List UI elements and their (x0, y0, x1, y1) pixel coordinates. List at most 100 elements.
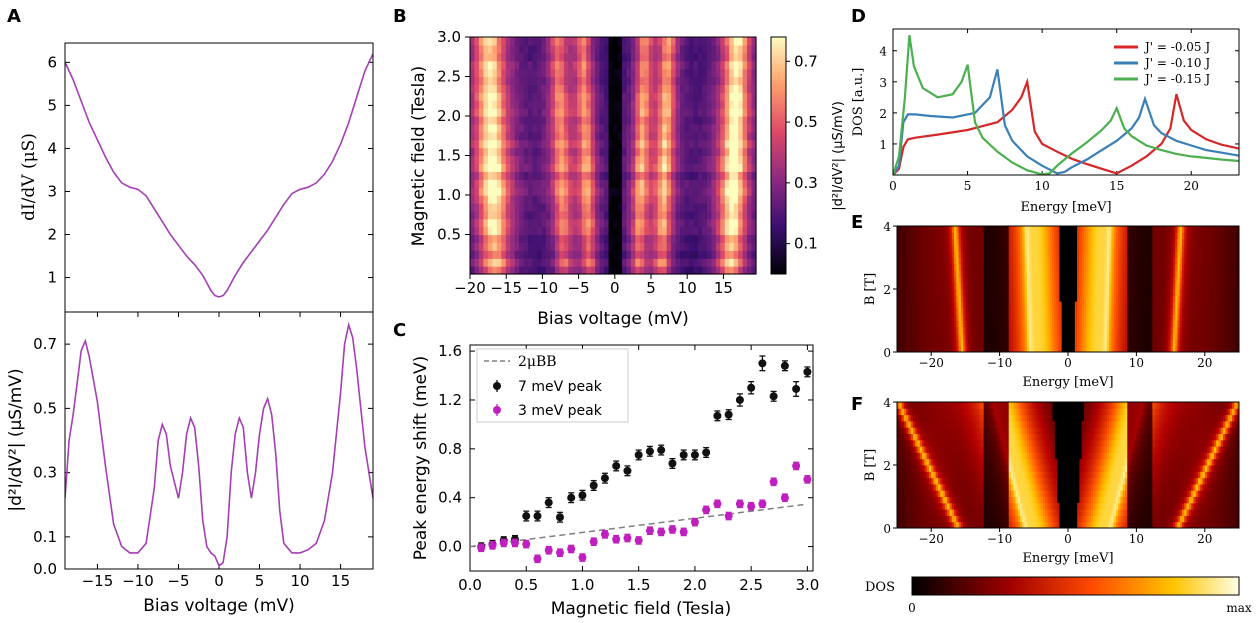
panel-d-curve-2 (893, 35, 1239, 175)
panel-e-heat-cell (1159, 345, 1162, 353)
panel-b-heat-cell (621, 92, 628, 101)
panel-e-heat-cell (901, 301, 905, 309)
panel-e-heat-cell (1229, 270, 1233, 277)
panel-b-heat-cell (599, 116, 605, 125)
panel-b-heat-cell (470, 266, 476, 275)
panel-b-heat-cell (666, 171, 672, 180)
panel-e-heat-cell (928, 301, 932, 309)
panel-e-heat-cell (1017, 295, 1021, 303)
panel-e-heat-cell (1006, 232, 1010, 240)
panel-e-heat-cell (1232, 320, 1235, 328)
panel-e-heat-cell (995, 244, 998, 252)
panel-e-heat-cell (1081, 320, 1085, 328)
panel-e-heat-cell (1220, 289, 1224, 296)
panel-e-heat-cell (901, 232, 905, 240)
panel-b-heat-cell (519, 52, 525, 62)
panel-e-heat-cell (1026, 339, 1030, 347)
panel-e-heat-cell (1236, 276, 1240, 284)
panel-e-heat-cell (997, 238, 1001, 246)
panel-b-heat-cell (644, 147, 650, 157)
panel-b-heat-cell (662, 266, 668, 275)
panel-e-heat-cell (922, 238, 925, 246)
panel-b-heat-cell (733, 210, 739, 220)
panel-b-heat-cell (586, 210, 592, 220)
panel-d-ytick-label: 3 (879, 76, 887, 90)
panel-b-heat-cell (523, 116, 529, 125)
panel-b-heat-cell (697, 139, 703, 149)
panel-e-heat-cell (1227, 345, 1231, 353)
panel-b-heat-cell (501, 123, 507, 133)
panel-e-heat-cell (972, 295, 976, 303)
panel-b-heat-cell (563, 187, 569, 196)
panel-b-heat-cell (693, 202, 699, 212)
panel-b-heat-cell (604, 84, 610, 93)
panel-b-heat-cell (693, 163, 699, 172)
panel-b-heat-cell (626, 218, 632, 228)
panel-b-heat-cell (541, 218, 547, 228)
panel-e-heat-cell (1095, 307, 1099, 315)
panel-b-heat-cell (680, 139, 686, 149)
panel-e-heat-cell (1056, 270, 1060, 277)
panel-b-heat-cell (568, 123, 574, 133)
panel-e-heat-cell (985, 301, 989, 309)
panel-e-heat-cell (1166, 276, 1169, 284)
panel-e-heat-cell (1122, 289, 1126, 296)
panel-e-heat-cell (969, 314, 973, 321)
panel-b-ticks: −20 −15 −10 −5 0 5 10 150.51.01.52.02.53.0 (437, 28, 733, 297)
panel-b-heat-cell (720, 218, 726, 228)
panel-b-heat-cell (671, 84, 677, 93)
panel-b-heatmap (470, 37, 757, 275)
panel-b-heat-cell (577, 139, 583, 149)
panel-b-heat-cell (541, 147, 547, 157)
panel-e-heat-cell (1175, 257, 1178, 265)
panel-e-heat-cell (1129, 326, 1133, 334)
panel-e-heat-cell (924, 276, 928, 284)
panel-e-heat-cell (899, 295, 903, 303)
panel-b-heat-cell (729, 171, 735, 180)
panel-e-heat-cell (1216, 263, 1219, 271)
panel-b-heat-cell (684, 218, 690, 228)
panel-b-heat-cell (657, 84, 663, 93)
panel-e-heat-cell (1001, 333, 1005, 340)
panel-b-heat-cell (590, 60, 596, 70)
panel-b-heat-cell (577, 60, 583, 70)
panel-e-heat-cell (1134, 326, 1137, 334)
panel-e-heat-cell (908, 301, 912, 309)
panel-e-heat-cell (960, 339, 964, 347)
panel-e-heat-cell (915, 307, 919, 315)
panel-e-heat-cell (1120, 301, 1124, 309)
panel-e-heat-cell (1083, 301, 1087, 309)
panel-e-heat-cell (912, 307, 916, 315)
panel-e-heat-cell (1040, 238, 1044, 246)
panel-b-heat-cell (653, 108, 659, 117)
panel-b-heat-cell (653, 147, 659, 157)
panel-e-heat-cell (1099, 307, 1103, 315)
panel-e-heat-cell (1088, 263, 1092, 271)
panel-e-heat-cell (1186, 301, 1190, 309)
panel-e-heat-cell (1045, 257, 1048, 265)
panel-e-heat-cell (1020, 295, 1023, 303)
panel-e-heat-cell (917, 333, 921, 340)
panel-e-heat-cell (1033, 345, 1037, 353)
panel-e-heat-cell (960, 251, 964, 258)
panel-e-heat-cell (1125, 251, 1128, 258)
panel-b-heat-cell (595, 37, 601, 46)
panel-e-heat-cell (924, 232, 928, 240)
panel-e-heat-cell (1207, 301, 1210, 309)
panel-e-heat-cell (981, 295, 985, 303)
panel-e-heat-cell (917, 232, 921, 240)
panel-b-heat-cell (519, 266, 525, 275)
panel-b-heat-cell (496, 68, 502, 78)
panel-b-heat-cell (715, 123, 721, 133)
panel-b-heat-cell (559, 250, 565, 259)
panel-e-heat-cell (1170, 289, 1174, 296)
panel-b-heat-cell (505, 218, 511, 228)
panel-e-heat-cell (1006, 320, 1010, 328)
panel-e-heat-cell (958, 244, 962, 252)
panel-e-heat-cell (944, 257, 948, 265)
panel-e-heat-cell (1056, 289, 1060, 296)
panel-e-heat-cell (1058, 301, 1062, 309)
panel-e-heat-cell (1216, 282, 1219, 290)
panel-e-heat-cell (1236, 295, 1240, 303)
panel-b-heat-cell (706, 52, 712, 62)
